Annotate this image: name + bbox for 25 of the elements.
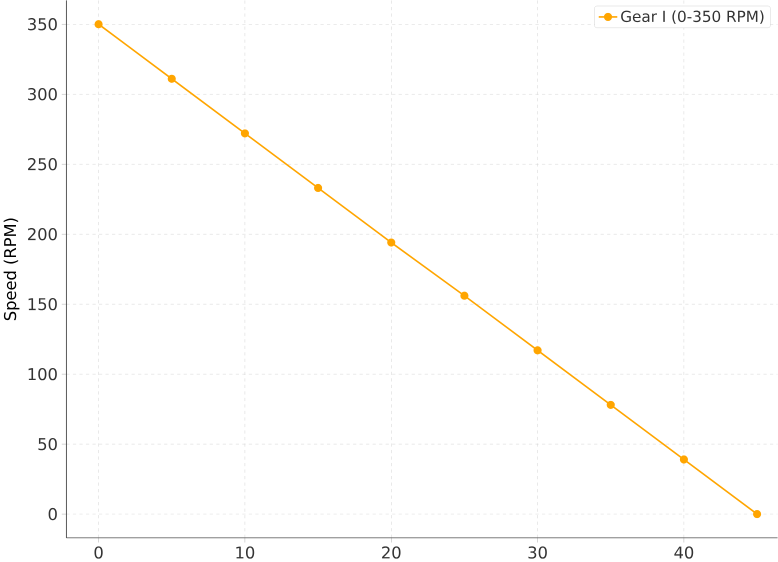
- x-tick-label: 0: [94, 546, 103, 559]
- point: [168, 74, 176, 83]
- y-tick-label: 100: [28, 368, 57, 380]
- y-tick-label: 200: [28, 228, 57, 240]
- point: [314, 184, 322, 192]
- point: [680, 455, 688, 464]
- y-tick-label: 0: [48, 508, 57, 520]
- x-tick-label: 40: [674, 546, 694, 559]
- y-tick-label: 50: [38, 438, 57, 450]
- y-tick-label: 150: [28, 298, 57, 310]
- legend-label: Gear I (0-350 RPM): [621, 10, 764, 24]
- y-axis-title: Speed (RPM): [4, 218, 20, 320]
- y-tick-label: 250: [28, 158, 57, 170]
- y-tick-label: 300: [28, 88, 57, 100]
- point: [534, 346, 542, 354]
- point: [606, 400, 615, 409]
- point: [240, 129, 249, 138]
- y-tick-label: 350: [28, 18, 57, 30]
- x-tick-label: 10: [236, 546, 254, 559]
- point: [387, 238, 396, 246]
- x-tick-label: 30: [528, 546, 547, 559]
- x-tick-label: 20: [382, 546, 401, 559]
- point: [94, 20, 103, 28]
- point: [753, 510, 762, 518]
- point: [460, 292, 468, 300]
